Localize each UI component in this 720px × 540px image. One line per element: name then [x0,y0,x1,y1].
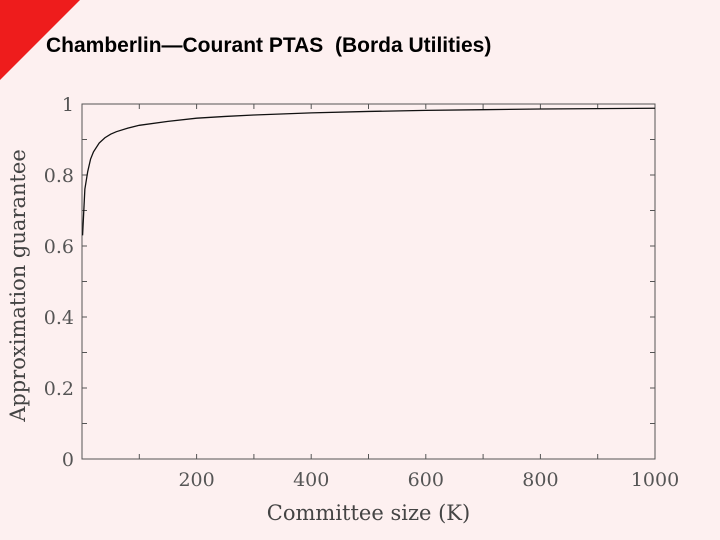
x-axis-label: Committee size (K) [267,501,470,525]
x-tick-label: 600 [408,469,444,491]
y-tick-label: 0.8 [44,165,74,187]
y-tick-label: 0.2 [44,378,74,400]
plot-frame [81,103,656,460]
y-tick-label: 0 [62,449,74,471]
series-line [81,107,656,236]
y-tick-label: 0.4 [44,307,74,329]
x-tick-label: 200 [178,469,214,491]
x-tick-label: 800 [522,469,558,491]
y-tick-label: 0.6 [44,236,74,258]
y-axis-label: Approximation guarantee [6,149,30,423]
x-tick-label: 1000 [631,469,679,491]
y-tick-label: 1 [62,94,74,116]
slide-title: Chamberlin—Courant PTAS (Borda Utilities… [46,34,492,57]
corner-accent [0,0,80,80]
x-tick-label: 400 [293,469,329,491]
